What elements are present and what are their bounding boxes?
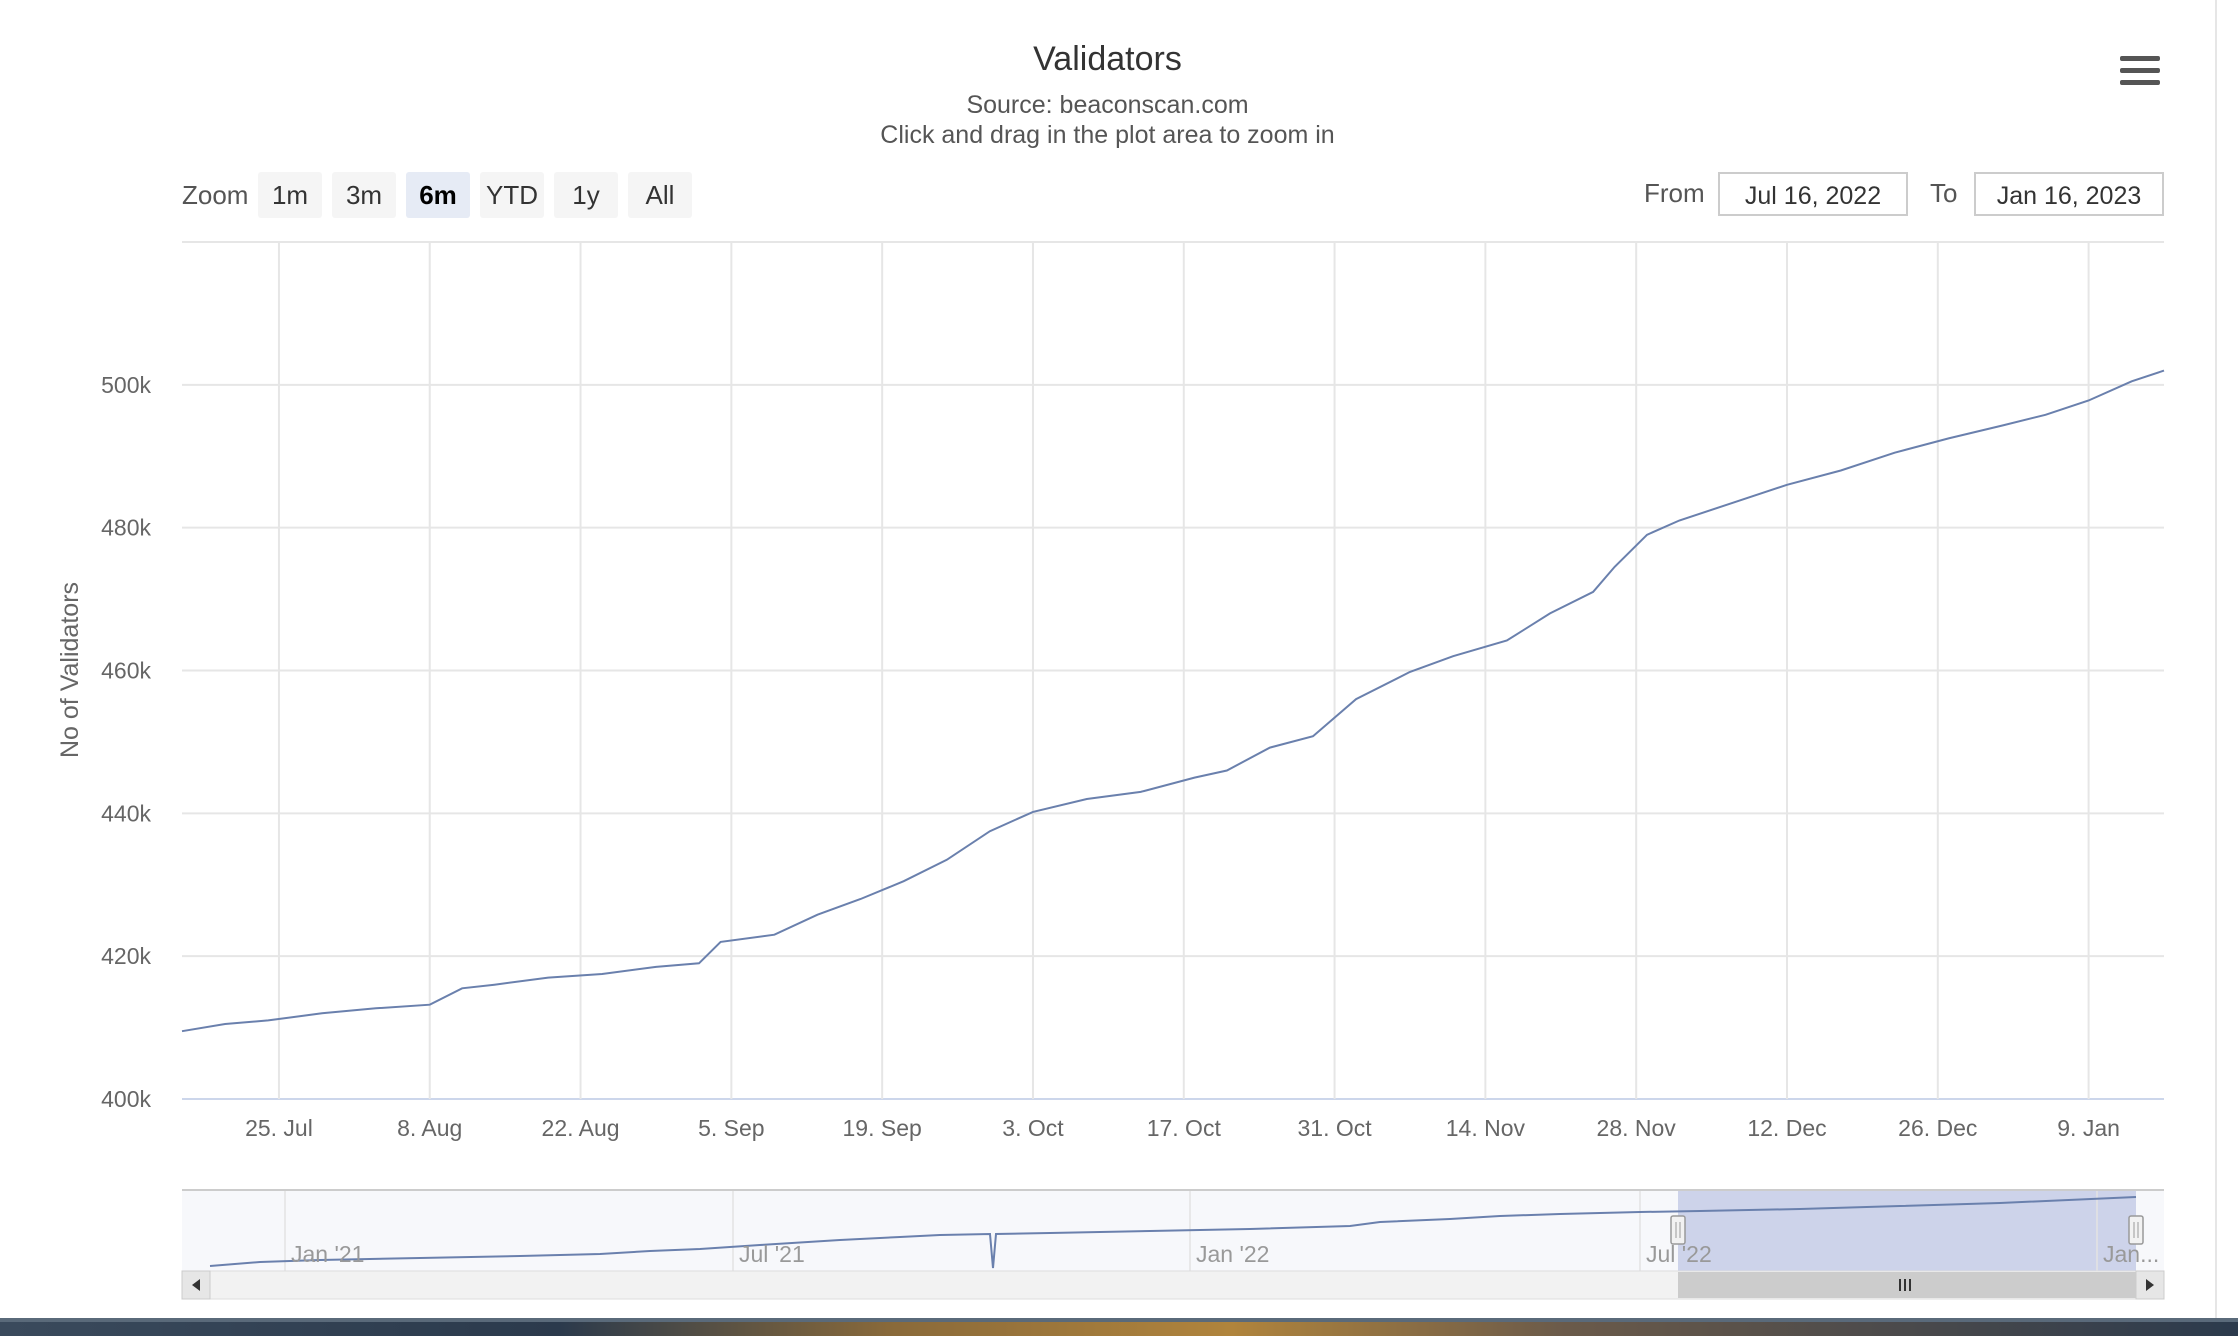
zoom-label: Zoom [182, 180, 249, 210]
y-tick-label: 420k [101, 943, 151, 969]
menu-bar-middle [2120, 68, 2160, 73]
x-tick-label: 17. Oct [1147, 1115, 1222, 1141]
x-axis-ticks: 25. Jul 8. Aug 22. Aug 5. Sep 19. Sep 3. Oct 1… [245, 1115, 2120, 1141]
navigator-label: Jan '21 [291, 1241, 364, 1267]
x-tick-label: 31. Oct [1297, 1115, 1372, 1141]
navigator[interactable]: Jan '21 Jul '21 Jan '22 Jul '22 Jan... [182, 1189, 2164, 1271]
y-tick-label: 460k [101, 658, 151, 684]
x-tick-label: 22. Aug [542, 1115, 620, 1141]
scrollbar[interactable] [181, 1270, 2165, 1300]
x-tick-label: 14. Nov [1446, 1115, 1526, 1141]
navigator-handle-right[interactable] [2128, 1215, 2144, 1245]
navigator-series-line [209, 1196, 2137, 1269]
x-tick-label: 9. Jan [2057, 1115, 2120, 1141]
y-tick-label: 500k [101, 372, 151, 398]
menu-bar-top [2120, 56, 2160, 61]
from-date-input[interactable]: Jul 16, 2022 [1718, 172, 1908, 216]
subtitle-hint: Click and drag in the plot area to zoom … [880, 121, 1335, 149]
x-tick-label: 26. Dec [1898, 1115, 1977, 1141]
menu-bar-bottom [2120, 80, 2160, 85]
chart-subtitle: Source: beaconscan.com Click and drag in… [0, 90, 2215, 150]
zoom-ytd-button[interactable]: YTD [480, 172, 544, 218]
zoom-all-button[interactable]: All [628, 172, 692, 218]
y-axis-ticks: 400k 420k 440k 460k 480k 500k [101, 372, 151, 1112]
window-edge [0, 1318, 2238, 1322]
chart-title: Validators [1033, 40, 1182, 78]
navigator-labels: Jan '21 Jul '21 Jan '22 Jul '22 Jan... [291, 1241, 2159, 1267]
y-tick-label: 400k [101, 1086, 151, 1112]
x-tick-label: 25. Jul [245, 1115, 313, 1141]
navigator-label: Jul '22 [1646, 1241, 1712, 1267]
x-tick-label: 8. Aug [397, 1115, 462, 1141]
x-tick-label: 12. Dec [1747, 1115, 1826, 1141]
grid-layer [182, 241, 2164, 1100]
navigator-selection[interactable] [1678, 1191, 2136, 1271]
zoom-1y-button[interactable]: 1y [554, 172, 618, 218]
subtitle-source: Source: beaconscan.com [966, 91, 1249, 119]
series-line-validators[interactable] [181, 369, 2165, 1033]
to-date-input[interactable]: Jan 16, 2023 [1974, 172, 2164, 216]
y-tick-label: 440k [101, 800, 151, 826]
zoom-1m-button[interactable]: 1m [258, 172, 322, 218]
x-tick-label: 28. Nov [1597, 1115, 1677, 1141]
y-axis-title: No of Validators [56, 582, 84, 758]
navigator-handle-left[interactable] [1670, 1215, 1686, 1245]
x-tick-label: 19. Sep [843, 1115, 922, 1141]
zoom-6m-button[interactable]: 6m [406, 172, 470, 218]
x-tick-label: 5. Sep [698, 1115, 765, 1141]
navigator-label: Jul '21 [739, 1241, 805, 1267]
desktop-background-strip [0, 1322, 2238, 1336]
chart-card: Validators Source: beaconscan.com Click … [0, 0, 2217, 1320]
scrollbar-grip-icon [1899, 1279, 1911, 1291]
x-tick-label: 3. Oct [1002, 1115, 1064, 1141]
navigator-label: Jan '22 [1196, 1241, 1269, 1267]
hamburger-menu-icon[interactable] [2120, 56, 2160, 86]
navigator-label: Jan... [2103, 1241, 2159, 1267]
from-label: From [1644, 178, 1705, 208]
scroll-left-arrow-icon [192, 1279, 200, 1291]
to-label: To [1930, 178, 1958, 208]
chart-svg[interactable]: 400k 420k 440k 460k 480k 500k 25. Jul 8. Aug 22… [0, 0, 2215, 1320]
zoom-3m-button[interactable]: 3m [332, 172, 396, 218]
scroll-right-arrow-icon [2146, 1279, 2154, 1291]
scrollbar-thumb[interactable] [1678, 1272, 2136, 1298]
y-tick-label: 480k [101, 515, 151, 541]
